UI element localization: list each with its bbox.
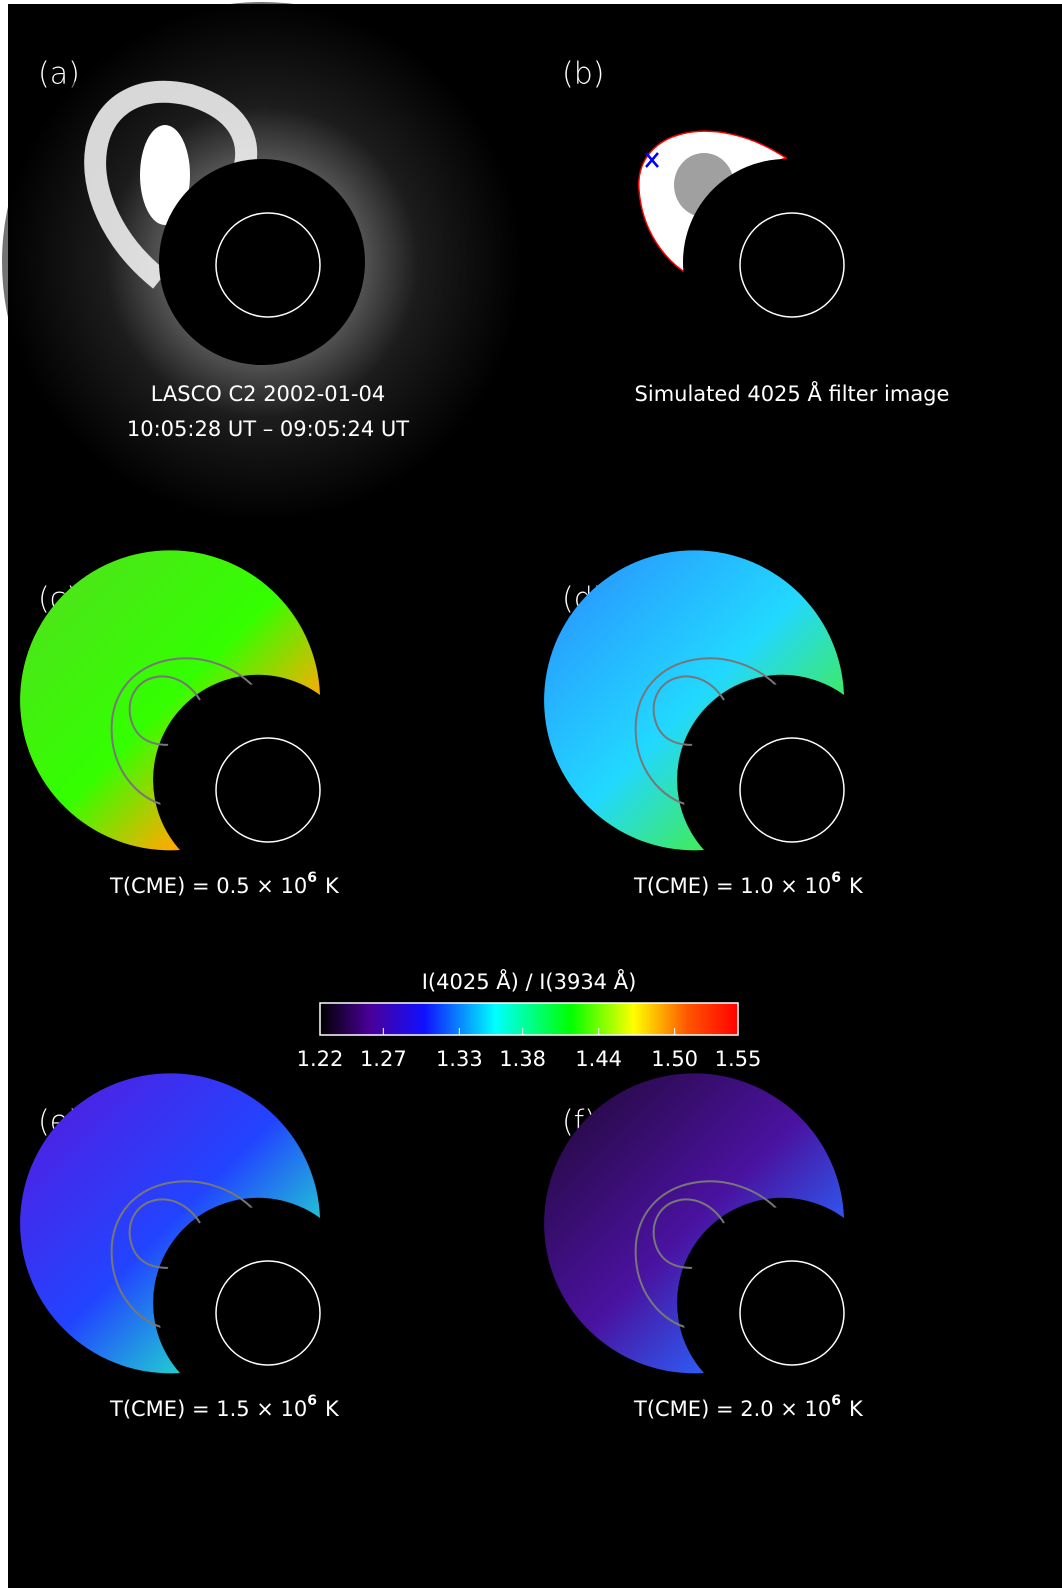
cme-ratio-map [544, 550, 844, 851]
tick-label: 1.44 [575, 1047, 622, 1071]
contour [652, 675, 725, 746]
cme-ratio-map [544, 1073, 844, 1374]
panel: (d)T(CME) = 1.0 × 106 K [544, 550, 889, 898]
tick-label: 1.38 [499, 1047, 546, 1071]
colorbar [319, 1002, 739, 1036]
cme-ratio-map [544, 1073, 844, 1374]
tick-label: 1.27 [360, 1047, 407, 1071]
sun-disk [215, 212, 321, 318]
contour [110, 1180, 256, 1329]
tick-label: 1.22 [297, 1047, 344, 1071]
cme-core [140, 125, 190, 225]
caption-part: 6 [831, 1393, 841, 1409]
caption: LASCO C2 2002-01-04 [151, 382, 386, 406]
sun-disk [739, 1260, 845, 1366]
marker [645, 152, 659, 168]
tick-label: 1.33 [436, 1047, 483, 1071]
caption: T(CME) = 2.0 × 106 K [633, 1393, 864, 1421]
caption-part: K [325, 874, 340, 898]
occulter [159, 159, 365, 365]
caption-part: T(CME) = 1.0 × 10 [633, 874, 831, 898]
sun-disk [739, 737, 845, 843]
contour [128, 1198, 201, 1269]
contour [634, 657, 780, 806]
caption-part: 6 [307, 870, 317, 886]
cme-ratio-map [20, 550, 320, 851]
cme-ratio-map [20, 1073, 320, 1374]
caption: T(CME) = 1.5 × 106 K [109, 1393, 340, 1421]
caption-part: 6 [831, 870, 841, 886]
tick-label: 1.55 [715, 1047, 762, 1071]
panel: (f)T(CME) = 2.0 × 106 K [544, 1073, 889, 1421]
contour [110, 657, 256, 806]
occulter [683, 684, 889, 890]
panel: (b) Simulated 4025 Å filter image [562, 57, 949, 407]
caption: T(CME) = 0.5 × 106 K [109, 870, 340, 898]
caption-part: K [849, 874, 864, 898]
occulter [683, 1207, 889, 1413]
sun-disk [215, 737, 321, 843]
caption-part: T(CME) = 1.5 × 10 [109, 1397, 307, 1421]
cme-ratio-map [20, 550, 320, 851]
sun-disk [739, 212, 845, 318]
tick-label: 1.50 [651, 1047, 698, 1071]
caption-part: T(CME) = 2.0 × 10 [633, 1397, 831, 1421]
contour [652, 1198, 725, 1269]
caption-part: T(CME) = 0.5 × 10 [109, 874, 307, 898]
cme-loop [84, 80, 258, 289]
cme-ratio-map [544, 550, 844, 851]
caption: Simulated 4025 Å filter image [635, 380, 950, 406]
occulter [683, 159, 889, 365]
caption: T(CME) = 1.0 × 106 K [633, 870, 864, 898]
contour [634, 1180, 780, 1329]
occulter [159, 1207, 365, 1413]
caption: 10:05:28 UT – 09:05:24 UT [127, 417, 409, 441]
caption-part: K [325, 1397, 340, 1421]
panel: (c)T(CME) = 0.5 × 106 K [20, 550, 365, 898]
occulter [159, 684, 365, 890]
sun-disk [215, 1260, 321, 1366]
caption-part: 6 [307, 1393, 317, 1409]
cme-ratio-map [20, 1073, 320, 1374]
contour [128, 675, 201, 746]
panel-label: (b) [562, 57, 604, 92]
caption-part: K [849, 1397, 864, 1421]
panel: (e)T(CME) = 1.5 × 106 K [20, 1073, 365, 1421]
colorbar-title: I(4025 Å) / I(3934 Å) [422, 968, 637, 994]
